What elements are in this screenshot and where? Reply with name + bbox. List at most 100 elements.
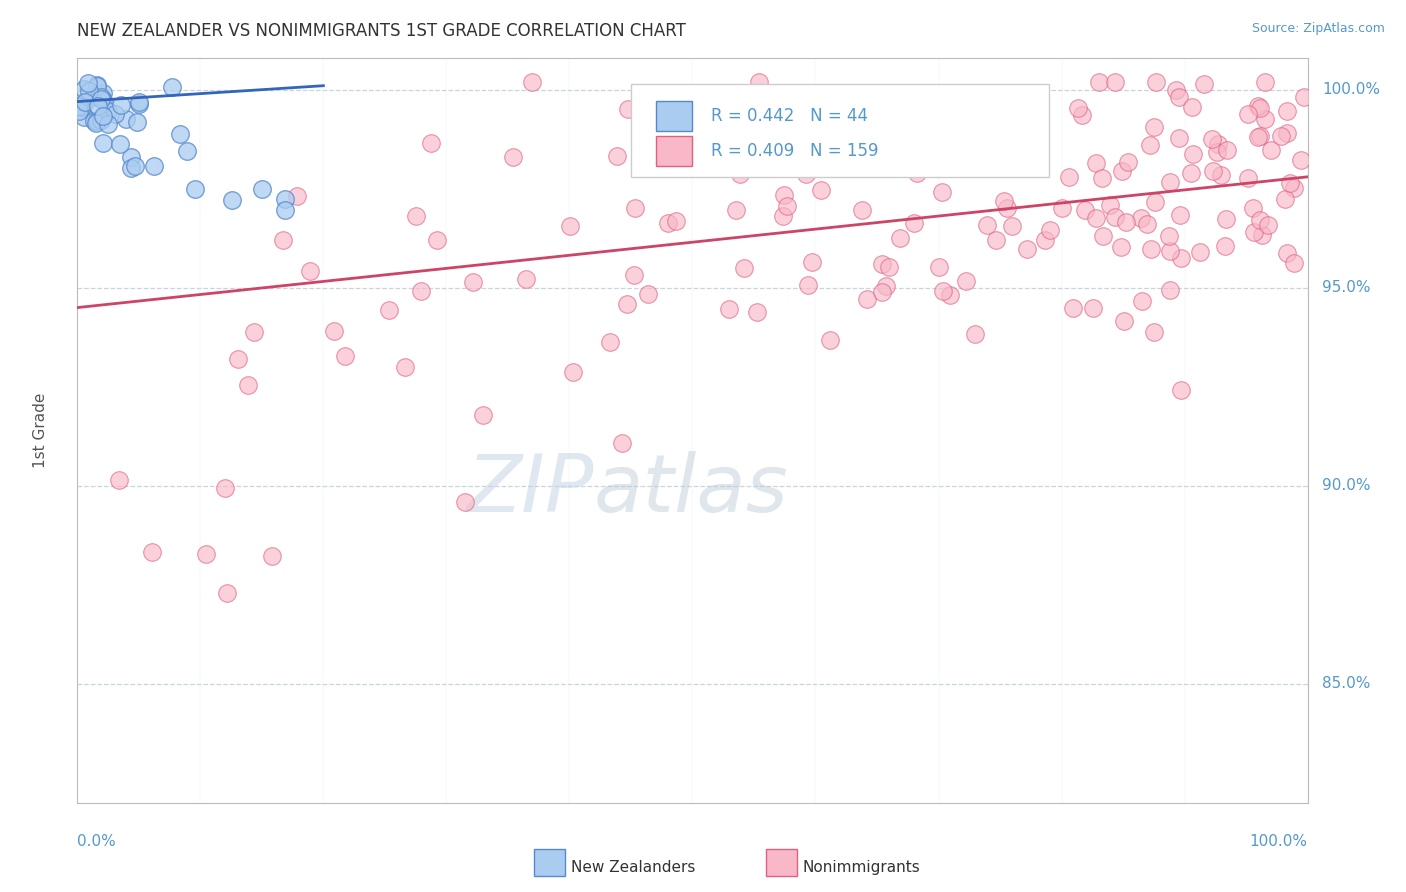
Point — [745, 305, 768, 319]
Point — [1279, 176, 1302, 190]
Point — [1104, 210, 1126, 224]
Point — [1111, 164, 1133, 178]
Point — [851, 202, 873, 217]
Point — [718, 301, 741, 316]
Text: Source: ZipAtlas.com: Source: ZipAtlas.com — [1251, 22, 1385, 36]
Point — [142, 159, 165, 173]
Point — [939, 287, 962, 301]
Point — [86, 78, 108, 92]
Point — [471, 409, 494, 423]
Point — [176, 145, 198, 159]
Text: atlas: atlas — [595, 451, 789, 529]
Point — [928, 260, 950, 275]
Point — [665, 214, 688, 228]
Text: 90.0%: 90.0% — [1323, 478, 1371, 493]
Point — [502, 150, 524, 164]
Point — [333, 349, 356, 363]
FancyBboxPatch shape — [655, 101, 693, 131]
Point — [800, 254, 823, 268]
Point — [1143, 325, 1166, 339]
Point — [108, 136, 131, 151]
Point — [993, 194, 1015, 209]
Point — [1254, 112, 1277, 127]
FancyBboxPatch shape — [631, 84, 1049, 178]
Point — [748, 75, 770, 89]
Point — [1114, 314, 1136, 328]
Point — [221, 194, 243, 208]
Point — [877, 260, 900, 275]
Point — [97, 103, 120, 118]
Point — [1052, 201, 1074, 215]
Point — [1274, 192, 1296, 206]
Point — [965, 327, 987, 342]
Point — [1084, 211, 1107, 225]
Point — [67, 104, 90, 119]
Point — [73, 95, 96, 109]
Point — [976, 218, 998, 232]
Text: 100.0%: 100.0% — [1250, 834, 1308, 849]
Point — [1260, 143, 1282, 157]
Point — [160, 80, 183, 95]
Point — [772, 209, 794, 223]
Point — [128, 95, 150, 110]
Point — [1201, 131, 1223, 145]
Point — [70, 100, 93, 114]
FancyBboxPatch shape — [655, 136, 693, 166]
Point — [1057, 169, 1080, 184]
Point — [394, 359, 416, 374]
Point — [1001, 219, 1024, 234]
Point — [818, 333, 841, 347]
Point — [215, 586, 238, 600]
Point — [941, 142, 963, 156]
Point — [911, 144, 934, 158]
Point — [104, 107, 127, 121]
Point — [827, 153, 849, 167]
Point — [67, 99, 90, 113]
Point — [796, 277, 818, 292]
Point — [1249, 213, 1271, 227]
Point — [1092, 228, 1115, 243]
Point — [1180, 166, 1202, 180]
Point — [1035, 233, 1057, 247]
Text: 100.0%: 100.0% — [1323, 82, 1381, 97]
Point — [250, 182, 273, 196]
Text: NEW ZEALANDER VS NONIMMIGRANTS 1ST GRADE CORRELATION CHART: NEW ZEALANDER VS NONIMMIGRANTS 1ST GRADE… — [77, 22, 686, 40]
Point — [378, 302, 401, 317]
Point — [82, 88, 104, 103]
Point — [1181, 100, 1204, 114]
Point — [1071, 107, 1094, 121]
Point — [733, 260, 755, 275]
Point — [274, 192, 297, 206]
Point — [461, 275, 484, 289]
Point — [623, 268, 645, 283]
Point — [86, 78, 108, 93]
Point — [97, 117, 120, 131]
Point — [226, 352, 249, 367]
Point — [1099, 198, 1122, 212]
Point — [1247, 130, 1270, 145]
Point — [1067, 101, 1090, 115]
Point — [128, 97, 150, 112]
Point — [875, 279, 897, 293]
Point — [1144, 195, 1167, 210]
Point — [73, 110, 96, 124]
Point — [1275, 126, 1298, 140]
Point — [986, 233, 1008, 247]
Point — [1085, 156, 1108, 170]
Point — [562, 365, 585, 379]
Point — [90, 89, 112, 103]
Point — [1159, 176, 1181, 190]
Point — [124, 160, 146, 174]
Point — [599, 334, 621, 349]
Point — [1243, 225, 1265, 239]
Point — [657, 216, 679, 230]
Point — [86, 114, 108, 128]
Point — [1170, 383, 1192, 397]
Point — [90, 113, 112, 128]
Point — [931, 185, 953, 199]
Point — [997, 201, 1019, 215]
Point — [274, 203, 297, 218]
Point — [1087, 75, 1109, 89]
Point — [1109, 239, 1132, 253]
Point — [1136, 217, 1159, 231]
